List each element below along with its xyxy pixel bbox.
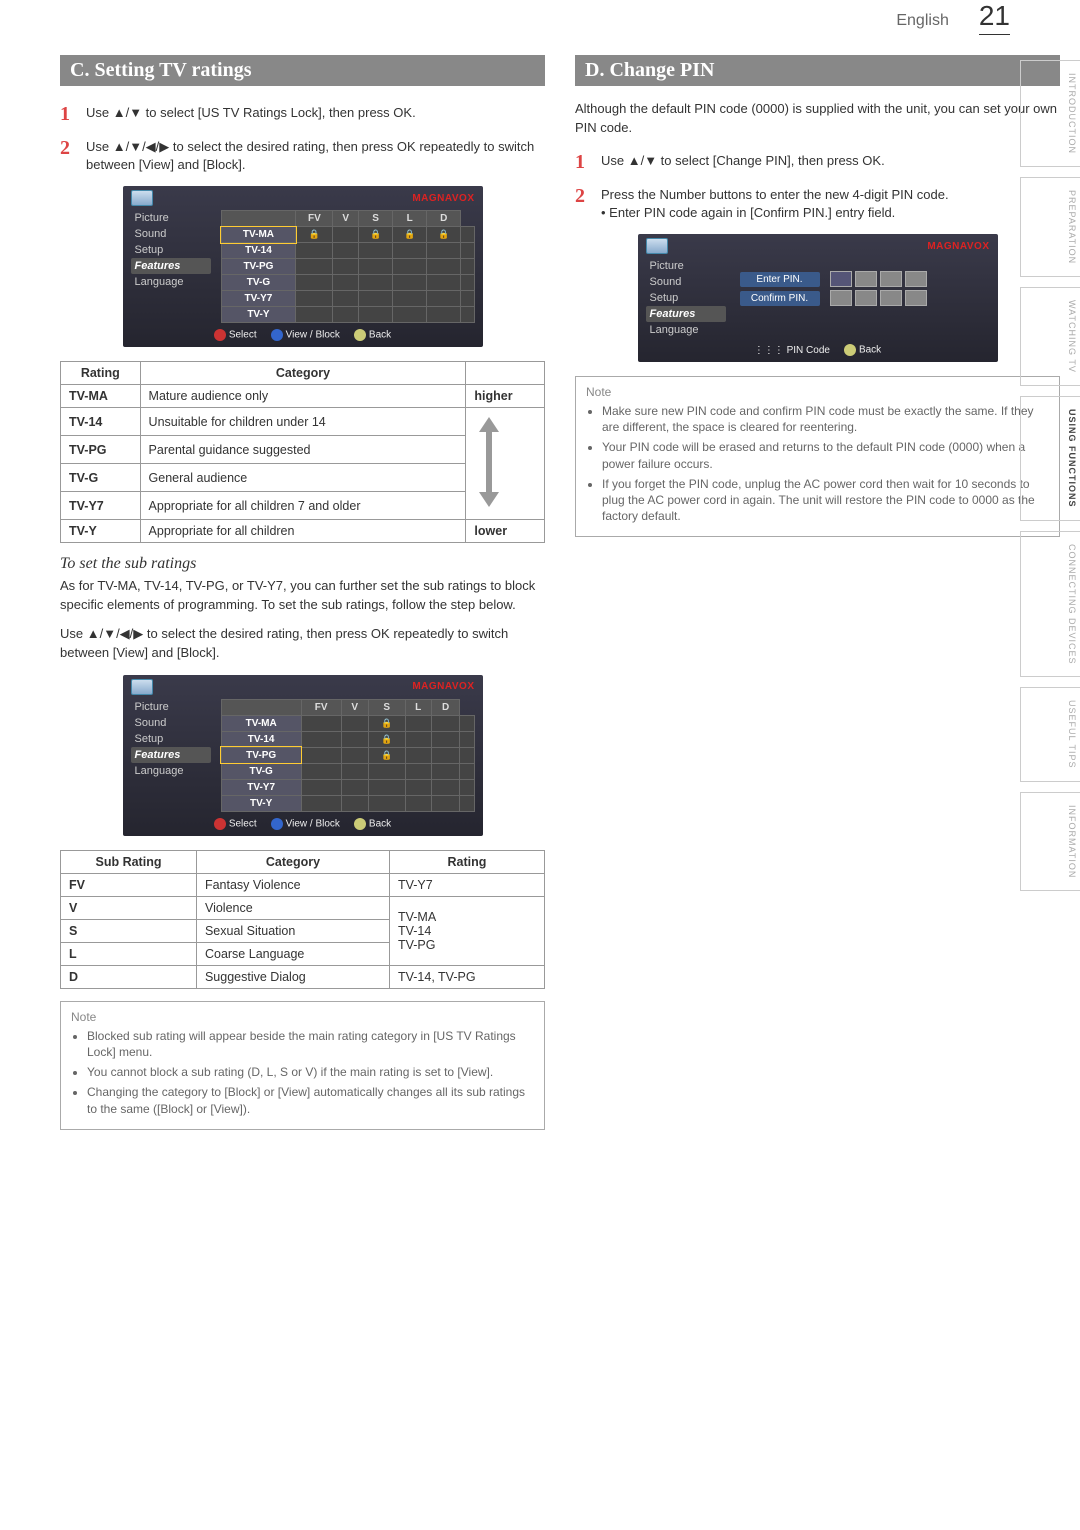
step-number: 2: [60, 134, 78, 174]
side-tabs: INTRODUCTION PREPARATION WATCHING TV USING …: [1020, 60, 1080, 891]
section-d-header: D. Change PIN: [575, 55, 1060, 86]
tv-screenshot-1: MAGNAVOX PictureSoundSetupFeaturesLangua…: [123, 186, 483, 347]
language-label: English: [896, 12, 948, 30]
sub-paragraph: As for TV-MA, TV-14, TV-PG, or TV-Y7, yo…: [60, 577, 545, 615]
side-tab[interactable]: PREPARATION: [1020, 177, 1080, 277]
side-tab[interactable]: USEFUL TIPS: [1020, 687, 1080, 782]
step-2-text: Use ▲/▼/◀/▶ to select the desired rating…: [86, 134, 545, 174]
note-title: Note: [586, 385, 1049, 399]
note-item: You cannot block a sub rating (D, L, S o…: [87, 1064, 534, 1080]
side-tab[interactable]: WATCHING TV: [1020, 287, 1080, 386]
note-item: Make sure new PIN code and confirm PIN c…: [602, 403, 1049, 435]
sub-heading: To set the sub ratings: [60, 555, 545, 573]
section-d-intro: Although the default PIN code (0000) is …: [575, 100, 1060, 138]
note-item: Your PIN code will be erased and returns…: [602, 439, 1049, 471]
step-1-text: Use ▲/▼ to select [US TV Ratings Lock], …: [86, 100, 545, 128]
note-box-c: Note Blocked sub rating will appear besi…: [60, 1001, 545, 1130]
sub-instruction: Use ▲/▼/◀/▶ to select the desired rating…: [60, 625, 545, 663]
side-tab[interactable]: INFORMATION: [1020, 792, 1080, 891]
rating-table: RatingCategoryTV-MAMature audience onlyh…: [60, 361, 545, 543]
note-title: Note: [71, 1010, 534, 1024]
side-tab[interactable]: INTRODUCTION: [1020, 60, 1080, 167]
note-item: Changing the category to [Block] or [Vie…: [87, 1084, 534, 1116]
side-tab[interactable]: CONNECTING DEVICES: [1020, 531, 1080, 678]
note-item: Blocked sub rating will appear beside th…: [87, 1028, 534, 1060]
step-d2-text: Press the Number buttons to enter the ne…: [601, 182, 1060, 222]
note-item: If you forget the PIN code, unplug the A…: [602, 476, 1049, 525]
side-tab[interactable]: USING FUNCTIONS: [1020, 396, 1080, 521]
tv-screenshot-2: MAGNAVOX PictureSoundSetupFeaturesLangua…: [123, 675, 483, 836]
step-d1-text: Use ▲/▼ to select [Change PIN], then pre…: [601, 148, 1060, 176]
section-c-header: C. Setting TV ratings: [60, 55, 545, 86]
step-number: 1: [60, 100, 78, 128]
tv-screenshot-pin: MAGNAVOX PictureSoundSetupFeaturesLangua…: [638, 234, 998, 362]
step-number: 2: [575, 182, 593, 222]
note-box-d: Note Make sure new PIN code and confirm …: [575, 376, 1060, 537]
subrating-table: Sub RatingCategoryRatingFVFantasy Violen…: [60, 850, 545, 989]
step-number: 1: [575, 148, 593, 176]
page-number: 21: [979, 0, 1010, 35]
